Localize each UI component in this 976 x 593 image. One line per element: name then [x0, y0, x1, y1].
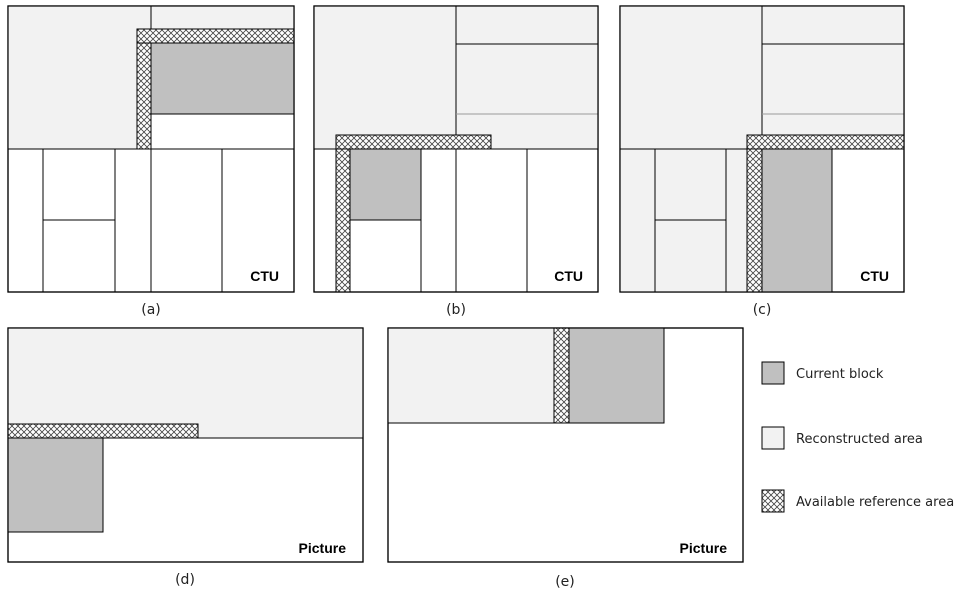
current-block	[568, 327, 665, 424]
ctu-label: CTU	[250, 268, 279, 284]
reference-area-left	[553, 327, 570, 424]
legend-label-reconstructed-area: Reconstructed area	[796, 432, 923, 447]
current-block	[7, 437, 104, 533]
caption-e: (e)	[555, 574, 575, 590]
reference-area-left	[335, 148, 351, 293]
legend: Current block Reconstructed area Availab…	[761, 361, 954, 513]
reference-area-top	[136, 28, 295, 44]
picture-label: Picture	[299, 540, 347, 556]
reference-area-left	[136, 42, 152, 150]
current-block	[150, 42, 295, 115]
caption-c: (c)	[753, 302, 772, 318]
caption-b: (b)	[446, 302, 466, 318]
panel-d: Picture (d)	[7, 327, 364, 588]
panel-c: CTU (c)	[619, 5, 905, 318]
current-block	[761, 148, 833, 293]
reference-area-top	[7, 423, 199, 439]
reference-area-top	[335, 134, 492, 150]
panel-a: CTU (a)	[7, 5, 295, 318]
legend-item-current-block: Current block	[761, 361, 884, 385]
legend-label-current-block: Current block	[796, 367, 884, 382]
caption-a: (a)	[141, 302, 161, 318]
panel-b: CTU (b)	[313, 5, 599, 318]
picture-label: Picture	[680, 540, 728, 556]
reference-area-swatch	[761, 489, 785, 513]
current-block-swatch	[761, 361, 785, 385]
current-block	[349, 148, 422, 221]
legend-item-available-reference-area: Available reference area	[761, 489, 954, 513]
ctu-label: CTU	[554, 268, 583, 284]
legend-item-reconstructed-area: Reconstructed area	[761, 426, 923, 450]
reconstructed-area-swatch	[761, 426, 785, 450]
ctu-label: CTU	[860, 268, 889, 284]
caption-d: (d)	[175, 572, 195, 588]
legend-label-available-reference-area: Available reference area	[796, 495, 954, 510]
panel-e: Picture (e)	[387, 327, 744, 590]
reference-area-top	[746, 134, 905, 150]
reference-area-left	[746, 148, 763, 293]
